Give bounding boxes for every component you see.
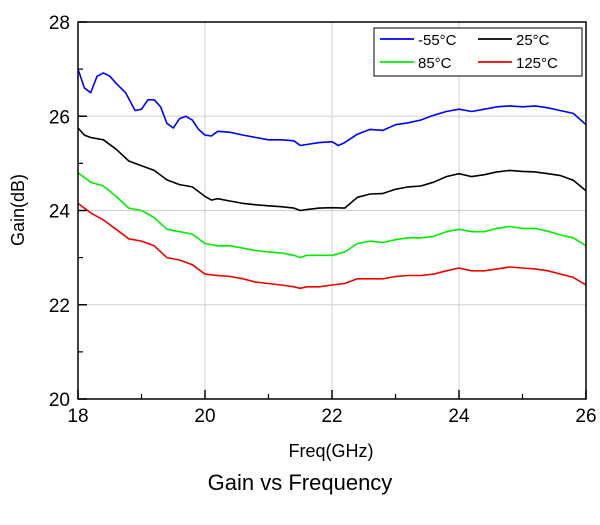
y-axis-title: Gain(dB) — [8, 174, 28, 246]
y-tick-label: 22 — [49, 296, 70, 317]
x-axis-title: Freq(GHz) — [289, 441, 374, 461]
legend: -55°C 25°C 85°C 125°C — [373, 27, 583, 77]
x-tick-label: 18 — [67, 406, 88, 427]
x-tick-label: 20 — [194, 406, 215, 427]
legend-box — [373, 27, 583, 77]
series-lines — [77, 68, 587, 290]
x-tick-label: 26 — [575, 406, 596, 427]
y-tick-label: 28 — [49, 13, 70, 34]
y-tick-label: 26 — [49, 107, 70, 128]
legend-label: 85°C — [418, 55, 452, 72]
legend-label: 125°C — [516, 55, 558, 72]
x-tick-label: 22 — [321, 406, 342, 427]
series-line — [77, 172, 587, 259]
y-tick-label: 20 — [49, 390, 70, 411]
legend-label: 25°C — [516, 32, 550, 49]
y-tick-label: 24 — [49, 202, 71, 223]
series-line — [77, 202, 587, 290]
series-line — [77, 127, 587, 212]
x-tick-label: 24 — [448, 406, 470, 427]
grid — [78, 22, 586, 399]
legend-label: -55°C — [418, 32, 457, 49]
figure-caption: Gain vs Frequency — [207, 470, 393, 495]
series-line — [77, 68, 587, 147]
